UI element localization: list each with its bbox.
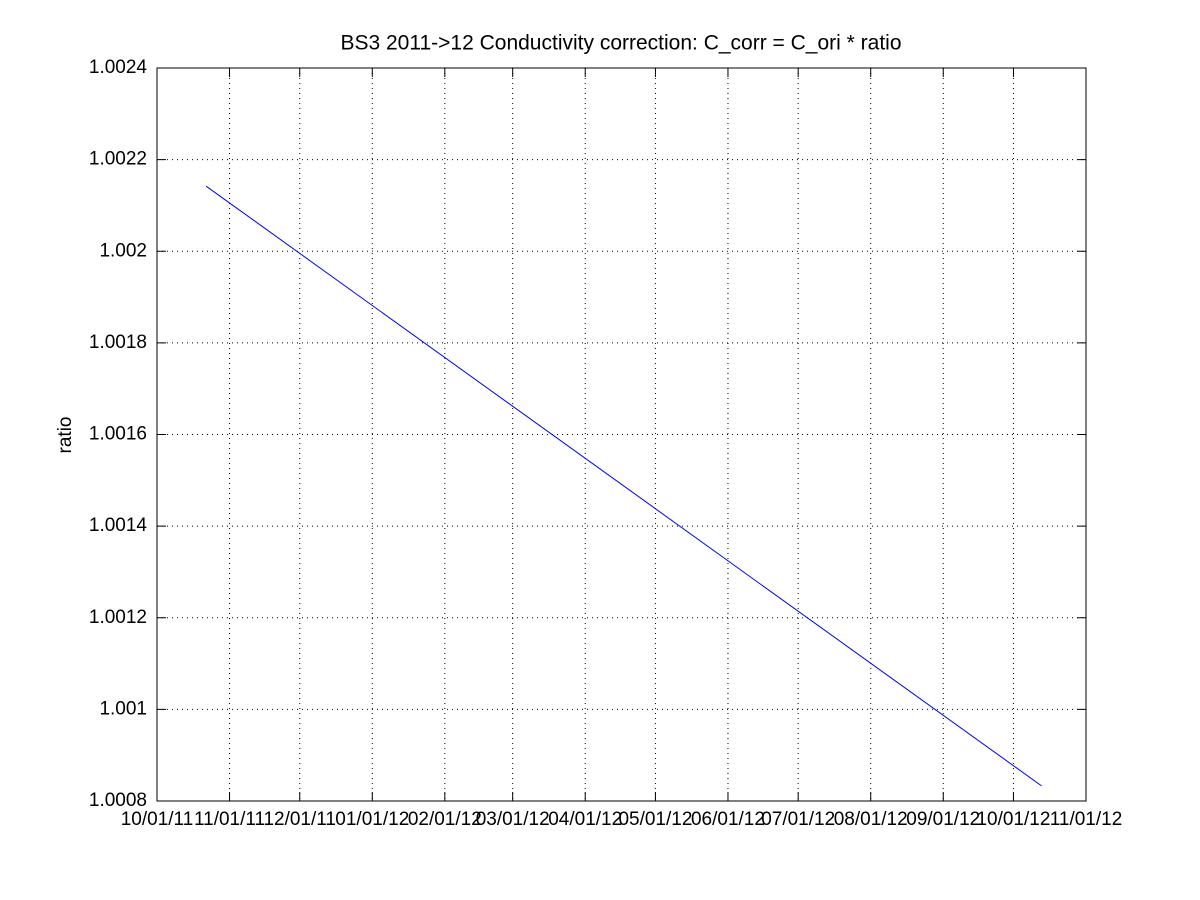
x-tick-label: 01/01/12 (335, 809, 409, 830)
x-tick-label: 03/01/12 (476, 809, 550, 830)
x-tick-label: 02/01/12 (408, 809, 482, 830)
x-tick-label: 09/01/12 (906, 809, 980, 830)
x-tick-label: 08/01/12 (834, 809, 908, 830)
y-tick-label: 1.0022 (89, 149, 147, 170)
line-series (205, 185, 1042, 787)
y-tick-label: 1.0016 (89, 424, 147, 445)
x-tick-label: 05/01/12 (618, 809, 692, 830)
x-tick-label: 12/01/11 (263, 809, 336, 830)
y-tick-label: 1.0012 (89, 607, 147, 628)
y-tick-label: 1.0018 (89, 332, 147, 353)
y-tick-label: 1.001 (99, 698, 147, 719)
x-tick-label: 11/01/12 (1050, 809, 1123, 830)
x-tick-label: 06/01/12 (691, 809, 765, 830)
plot-frame (156, 67, 1087, 802)
x-tick-label: 10/01/11 (121, 809, 194, 830)
x-tick-label: 07/01/12 (761, 809, 835, 830)
y-tick-label: 1.0014 (89, 515, 148, 536)
y-tick-label: 1.0008 (89, 790, 147, 811)
chart-title: BS3 2011->12 Conductivity correction: C_… (340, 32, 901, 55)
y-axis-label: ratio (55, 417, 76, 454)
x-tick-label: 10/01/12 (976, 809, 1050, 830)
y-tick-label: 1.002 (99, 240, 147, 261)
x-tick-label: 04/01/12 (548, 809, 622, 830)
y-tick-label: 1.0024 (89, 57, 148, 78)
x-tick-label: 11/01/11 (194, 809, 265, 830)
